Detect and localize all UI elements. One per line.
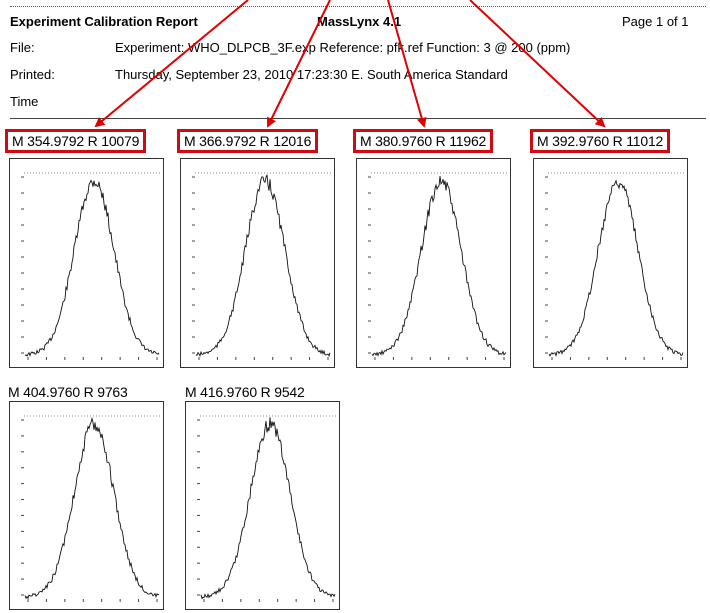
header-bottom-rule (10, 118, 706, 119)
peak-plot-2 (180, 158, 335, 368)
peak-plot-1 (9, 158, 164, 368)
peak-label-5: M 404.9760 R 9763 (8, 384, 128, 400)
peak-trace (195, 174, 331, 358)
peak-trace (548, 179, 684, 357)
report-title: Experiment Calibration Report (10, 14, 198, 29)
peak-plot-4 (533, 158, 688, 368)
peak-plot-svg (192, 172, 331, 360)
peak-plot-3 (356, 158, 511, 368)
peak-plot-5 (9, 401, 164, 610)
page-indicator: Page 1 of 1 (622, 14, 689, 29)
peak-label-6: M 416.9760 R 9542 (185, 384, 305, 400)
peak-label-2: M 366.9792 R 12016 (177, 129, 319, 153)
peak-plot-svg (21, 172, 160, 360)
file-label: File: (10, 40, 35, 55)
peak-plot-svg (21, 415, 160, 602)
peak-plot-svg (368, 172, 507, 360)
printed-value: Thursday, September 23, 2010 17:23:30 E.… (115, 67, 508, 82)
peak-label-3: M 380.9760 R 11962 (353, 129, 494, 153)
peak-trace (371, 175, 507, 357)
printed-label: Printed: (10, 67, 55, 82)
peak-plot-svg (545, 172, 684, 360)
time-label: Time (10, 94, 39, 109)
file-value: Experiment: WHO_DLPCB_3F.exp Reference: … (115, 40, 571, 55)
arrow-to-peak-4 (469, 0, 606, 128)
peak-trace (24, 416, 160, 600)
peak-plot-6 (185, 401, 340, 610)
software-name: MassLynx 4.1 (317, 14, 402, 29)
peak-trace (200, 417, 336, 600)
peak-plot-svg (197, 415, 336, 602)
peak-label-1: M 354.9792 R 10079 (5, 129, 147, 153)
header-top-rule (10, 6, 706, 7)
peak-label-4: M 392.9760 R 11012 (530, 129, 671, 153)
peak-trace (24, 179, 160, 357)
